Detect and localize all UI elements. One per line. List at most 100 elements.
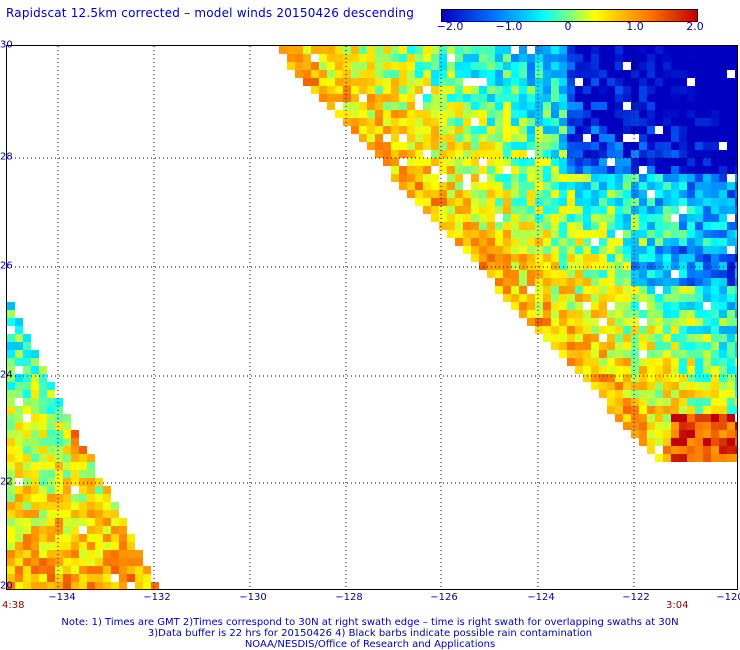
wind-cell bbox=[655, 166, 663, 174]
wind-cell bbox=[607, 382, 615, 390]
wind-cell bbox=[463, 166, 471, 174]
wind-cell bbox=[95, 518, 103, 526]
wind-cell bbox=[543, 262, 551, 270]
wind-cell bbox=[31, 382, 39, 390]
wind-cell bbox=[543, 62, 551, 70]
wind-cell bbox=[455, 62, 463, 70]
wind-cell bbox=[383, 110, 391, 118]
wind-cell bbox=[463, 222, 471, 230]
wind-cell bbox=[71, 574, 79, 582]
wind-cell bbox=[95, 494, 103, 502]
wind-cell bbox=[535, 326, 543, 334]
wind-cell bbox=[471, 238, 479, 246]
wind-cell bbox=[735, 390, 737, 398]
wind-cell bbox=[663, 102, 671, 110]
wind-cell bbox=[351, 78, 359, 86]
wind-cell bbox=[599, 350, 607, 358]
wind-cell bbox=[663, 446, 671, 454]
wind-cell bbox=[647, 438, 655, 446]
wind-cell bbox=[431, 158, 439, 166]
wind-cell bbox=[479, 206, 487, 214]
wind-cell bbox=[151, 582, 159, 589]
wind-cell bbox=[687, 302, 695, 310]
wind-cell bbox=[687, 422, 695, 430]
map-svg bbox=[7, 46, 737, 589]
wind-cell bbox=[607, 150, 615, 158]
wind-cell bbox=[519, 158, 527, 166]
wind-cell bbox=[663, 270, 671, 278]
wind-cell bbox=[671, 206, 679, 214]
wind-cell bbox=[735, 142, 737, 150]
wind-cell bbox=[711, 278, 719, 286]
wind-cell bbox=[455, 94, 463, 102]
wind-cell bbox=[647, 86, 655, 94]
wind-cell bbox=[583, 350, 591, 358]
wind-cell bbox=[607, 270, 615, 278]
wind-cell bbox=[639, 286, 647, 294]
wind-cell bbox=[367, 126, 375, 134]
wind-cell bbox=[575, 358, 583, 366]
wind-cell bbox=[655, 198, 663, 206]
wind-cell bbox=[727, 454, 735, 462]
wind-cell bbox=[591, 326, 599, 334]
wind-cell bbox=[535, 310, 543, 318]
wind-cell bbox=[495, 238, 503, 246]
wind-cell bbox=[727, 318, 735, 326]
wind-cell bbox=[39, 550, 47, 558]
wind-cell bbox=[543, 270, 551, 278]
wind-cell bbox=[71, 446, 79, 454]
wind-cell bbox=[71, 502, 79, 510]
wind-cell bbox=[479, 190, 487, 198]
wind-cell bbox=[607, 102, 615, 110]
wind-cell bbox=[695, 438, 703, 446]
wind-cell bbox=[543, 166, 551, 174]
wind-cell bbox=[615, 190, 623, 198]
wind-cell bbox=[623, 214, 631, 222]
wind-cell bbox=[615, 198, 623, 206]
wind-cell bbox=[463, 102, 471, 110]
wind-cell bbox=[647, 118, 655, 126]
wind-cell bbox=[551, 326, 559, 334]
wind-cell bbox=[79, 534, 87, 542]
wind-cell bbox=[599, 278, 607, 286]
wind-cell bbox=[87, 462, 95, 470]
wind-cell bbox=[439, 206, 447, 214]
wind-cell bbox=[575, 278, 583, 286]
wind-cell bbox=[527, 174, 535, 182]
wind-cell bbox=[455, 190, 463, 198]
wind-cell bbox=[591, 206, 599, 214]
wind-cell bbox=[559, 270, 567, 278]
wind-cell bbox=[103, 542, 111, 550]
wind-cell bbox=[647, 46, 655, 54]
wind-cell bbox=[687, 278, 695, 286]
wind-cell bbox=[423, 118, 431, 126]
wind-cell bbox=[735, 206, 737, 214]
wind-cell bbox=[703, 150, 711, 158]
wind-cell bbox=[415, 134, 423, 142]
wind-cell bbox=[671, 190, 679, 198]
wind-cell bbox=[591, 62, 599, 70]
wind-cell bbox=[463, 158, 471, 166]
wind-cell bbox=[599, 310, 607, 318]
wind-cell bbox=[695, 254, 703, 262]
wind-cell bbox=[655, 342, 663, 350]
wind-cell bbox=[439, 182, 447, 190]
wind-cell bbox=[15, 342, 23, 350]
wind-cell bbox=[567, 102, 575, 110]
wind-cell bbox=[327, 70, 335, 78]
wind-cell bbox=[631, 102, 639, 110]
wind-cell bbox=[639, 182, 647, 190]
wind-cell bbox=[471, 62, 479, 70]
wind-cell bbox=[583, 366, 591, 374]
wind-cell bbox=[583, 318, 591, 326]
wind-cell bbox=[55, 558, 63, 566]
wind-cell bbox=[79, 494, 87, 502]
wind-cell bbox=[23, 358, 31, 366]
wind-cell bbox=[623, 150, 631, 158]
wind-cell bbox=[15, 470, 23, 478]
wind-cell bbox=[719, 230, 727, 238]
wind-cell bbox=[479, 182, 487, 190]
wind-cell bbox=[615, 262, 623, 270]
wind-cell bbox=[495, 134, 503, 142]
wind-cell bbox=[479, 230, 487, 238]
